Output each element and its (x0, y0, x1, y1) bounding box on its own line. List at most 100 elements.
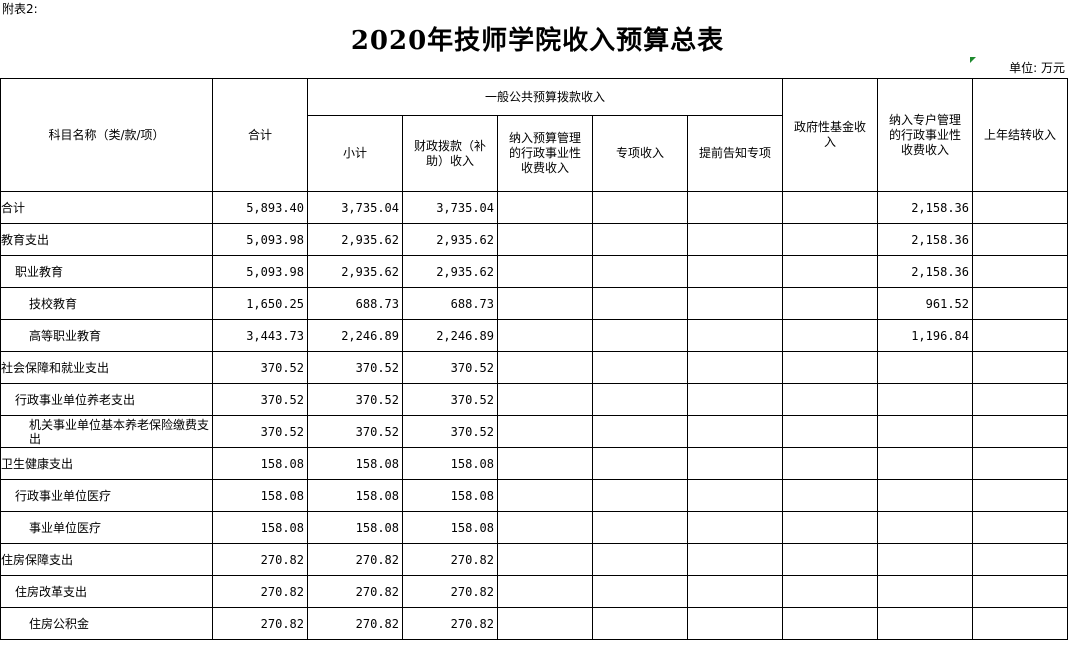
header-special-income: 专项收入 (592, 115, 688, 192)
cell-subject-name: 卫生健康支出 (0, 447, 213, 480)
cell-gov-fund (782, 447, 878, 480)
cell-subject-name: 高等职业教育 (0, 319, 213, 352)
cell-admin-fee (497, 223, 593, 256)
cell-subject-name: 职业教育 (0, 255, 213, 288)
cell-total: 5,893.40 (212, 191, 308, 224)
cell-subtotal: 2,935.62 (307, 223, 403, 256)
cell-fiscal: 270.82 (402, 575, 498, 608)
header-carryover: 上年结转收入 (972, 78, 1068, 192)
cell-special-income (592, 351, 688, 384)
cell-admin-fee (497, 351, 593, 384)
header-general-budget: 一般公共预算拨款收入 (307, 78, 783, 116)
cell-special-income (592, 607, 688, 640)
table-row: 合计 5,893.40 3,735.04 3,735.04 2,158.36 (0, 191, 1068, 224)
cell-subtotal: 370.52 (307, 415, 403, 448)
cell-carryover (972, 479, 1068, 512)
cell-fiscal: 370.52 (402, 383, 498, 416)
cell-subject-name: 机关事业单位基本养老保险缴费支出 (0, 415, 213, 448)
cell-total: 3,443.73 (212, 319, 308, 352)
cell-carryover (972, 191, 1068, 224)
cell-advance-notice (687, 543, 783, 576)
header-fiscal-appropriation: 财政拨款（补助）收入 (402, 115, 498, 192)
cell-subtotal: 370.52 (307, 351, 403, 384)
cell-special-account: 2,158.36 (877, 255, 973, 288)
cell-admin-fee (497, 447, 593, 480)
cell-subtotal: 3,735.04 (307, 191, 403, 224)
cell-admin-fee (497, 287, 593, 320)
cell-advance-notice (687, 479, 783, 512)
cell-total: 158.08 (212, 511, 308, 544)
cell-fiscal: 270.82 (402, 607, 498, 640)
cell-total: 370.52 (212, 415, 308, 448)
cell-subtotal: 270.82 (307, 543, 403, 576)
cell-carryover (972, 415, 1068, 448)
cell-subject-name: 行政事业单位养老支出 (0, 383, 213, 416)
cell-subject-name: 教育支出 (0, 223, 213, 256)
cell-admin-fee (497, 255, 593, 288)
cell-admin-fee (497, 607, 593, 640)
cell-admin-fee (497, 191, 593, 224)
header-admin-fee: 纳入预算管理的行政事业性收费收入 (497, 115, 593, 192)
cell-special-income (592, 447, 688, 480)
cell-carryover (972, 575, 1068, 608)
cell-total: 158.08 (212, 479, 308, 512)
cell-gov-fund (782, 479, 878, 512)
cell-advance-notice (687, 447, 783, 480)
cell-advance-notice (687, 383, 783, 416)
cell-special-income (592, 575, 688, 608)
cell-special-income (592, 319, 688, 352)
cell-admin-fee (497, 479, 593, 512)
cell-carryover (972, 447, 1068, 480)
cell-advance-notice (687, 287, 783, 320)
cell-gov-fund (782, 319, 878, 352)
cell-fiscal: 158.08 (402, 479, 498, 512)
cell-subject-name: 合计 (0, 191, 213, 224)
cell-subtotal: 688.73 (307, 287, 403, 320)
cell-special-account: 2,158.36 (877, 191, 973, 224)
cell-carryover (972, 607, 1068, 640)
cell-special-account (877, 511, 973, 544)
cell-special-income (592, 511, 688, 544)
cell-fiscal: 158.08 (402, 447, 498, 480)
cell-subtotal: 270.82 (307, 575, 403, 608)
cell-gov-fund (782, 543, 878, 576)
cell-subtotal: 158.08 (307, 447, 403, 480)
header-gov-fund: 政府性基金收入 (782, 78, 878, 192)
cell-advance-notice (687, 351, 783, 384)
cell-fiscal: 3,735.04 (402, 191, 498, 224)
cell-admin-fee (497, 383, 593, 416)
cell-special-account (877, 479, 973, 512)
cell-gov-fund (782, 255, 878, 288)
cell-gov-fund (782, 351, 878, 384)
table-row: 住房保障支出 270.82 270.82 270.82 (0, 543, 1068, 576)
table-row: 行政事业单位养老支出 370.52 370.52 370.52 (0, 383, 1068, 416)
cell-total: 270.82 (212, 575, 308, 608)
cell-subject-name: 住房公积金 (0, 607, 213, 640)
cell-subject-name: 事业单位医疗 (0, 511, 213, 544)
cell-total: 270.82 (212, 607, 308, 640)
header-advance-notice: 提前告知专项 (687, 115, 783, 192)
cell-special-income (592, 223, 688, 256)
table-row: 事业单位医疗 158.08 158.08 158.08 (0, 511, 1068, 544)
cell-gov-fund (782, 607, 878, 640)
cell-carryover (972, 223, 1068, 256)
page-title: 2020年技师学院收入预算总表 (350, 26, 725, 56)
cell-advance-notice (687, 511, 783, 544)
cell-fiscal: 688.73 (402, 287, 498, 320)
cell-advance-notice (687, 319, 783, 352)
cell-gov-fund (782, 511, 878, 544)
cell-carryover (972, 351, 1068, 384)
cell-admin-fee (497, 543, 593, 576)
table-body: 合计 5,893.40 3,735.04 3,735.04 2,158.36 教育支出 5,… (0, 191, 1068, 640)
cell-carryover (972, 287, 1068, 320)
cell-fiscal: 2,935.62 (402, 223, 498, 256)
cell-subtotal: 2,935.62 (307, 255, 403, 288)
cell-fiscal: 2,246.89 (402, 319, 498, 352)
cell-special-income (592, 479, 688, 512)
cell-total: 270.82 (212, 543, 308, 576)
cell-subtotal: 370.52 (307, 383, 403, 416)
cell-gov-fund (782, 287, 878, 320)
cell-admin-fee (497, 575, 593, 608)
appendix-label: 附表2: (2, 2, 38, 16)
cell-special-account (877, 575, 973, 608)
